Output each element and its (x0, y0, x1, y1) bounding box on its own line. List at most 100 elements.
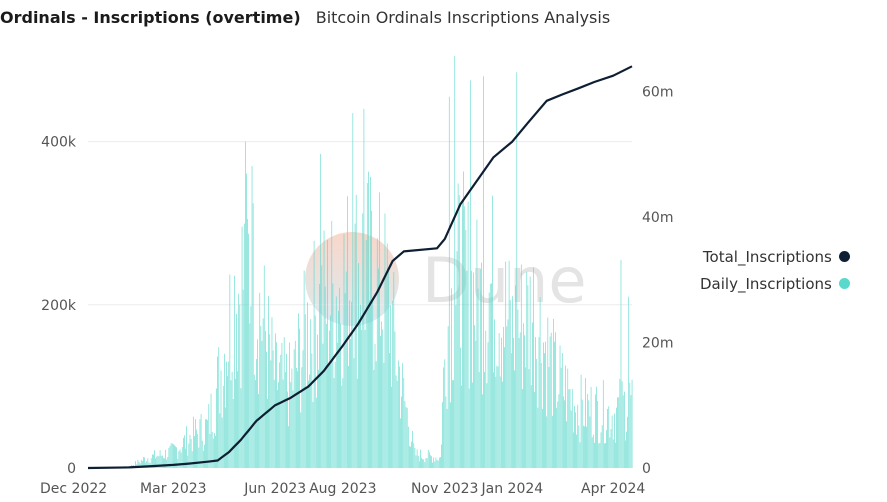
legend-label-daily: Daily_Inscriptions (700, 274, 832, 293)
daily-bar (308, 380, 309, 468)
daily-bar (277, 389, 278, 468)
daily-bar (337, 342, 338, 468)
daily-bar (617, 397, 618, 468)
daily-bar (411, 441, 412, 468)
chart-subtitle: Bitcoin Ordinals Inscriptions Analysis (315, 8, 611, 27)
y-right-axis: 0 20m 40m 60m (642, 84, 673, 477)
daily-bar (378, 268, 379, 468)
daily-bar (532, 322, 533, 468)
daily-bar (351, 301, 353, 468)
daily-bar (486, 383, 488, 468)
daily-bar (594, 442, 595, 468)
daily-bar (535, 337, 536, 468)
daily-bar (534, 392, 535, 468)
daily-bar (494, 319, 495, 468)
daily-bar (482, 394, 483, 468)
daily-bar (325, 323, 327, 468)
daily-bar (300, 412, 302, 468)
daily-bar (242, 289, 244, 468)
daily-bar (463, 171, 464, 468)
daily-bar (457, 183, 459, 468)
daily-bar (348, 366, 349, 468)
daily-bar (211, 431, 213, 468)
daily-bar (289, 342, 290, 468)
legend-item-total[interactable]: Total_Inscriptions (700, 243, 850, 270)
daily-bar (627, 416, 628, 468)
daily-bar (616, 407, 617, 468)
daily-bar (301, 367, 303, 468)
daily-bar (481, 262, 482, 468)
daily-bar (446, 408, 448, 468)
daily-bar (533, 267, 534, 468)
daily-bar (279, 362, 281, 468)
daily-bar (215, 435, 216, 468)
daily-bar (465, 229, 467, 468)
daily-bar (381, 321, 382, 468)
daily-bar (233, 275, 235, 468)
daily-bar (507, 319, 509, 468)
daily-bar (623, 391, 625, 468)
daily-bar (407, 426, 409, 468)
daily-bar (579, 442, 581, 468)
daily-bar (512, 296, 513, 468)
y-right-tick-label: 20m (642, 335, 673, 351)
daily-bar (249, 323, 251, 468)
daily-bar (555, 332, 556, 468)
daily-bar (274, 333, 276, 468)
daily-bar (488, 292, 490, 468)
daily-bar (478, 371, 480, 468)
daily-bar (352, 113, 354, 468)
daily-bar (288, 426, 289, 468)
daily-bar (171, 443, 173, 468)
daily-bar (349, 300, 350, 468)
daily-bar (321, 265, 323, 468)
daily-bar (526, 271, 528, 468)
daily-bar (540, 363, 542, 468)
daily-bar (474, 325, 476, 468)
daily-bar (174, 445, 175, 468)
daily-bar (536, 358, 538, 468)
daily-bar (600, 432, 602, 468)
daily-bar (403, 377, 405, 468)
daily-bar (571, 389, 573, 468)
daily-bar (268, 296, 269, 468)
daily-bar (339, 287, 340, 468)
daily-bar (393, 272, 395, 468)
daily-bar (154, 450, 155, 468)
x-tick-label: Jan 2024 (481, 481, 544, 497)
daily-bar (273, 379, 275, 468)
daily-bar (547, 317, 549, 468)
daily-bar (152, 454, 153, 468)
daily-bar (432, 462, 433, 468)
daily-bar (143, 457, 144, 468)
daily-bar (437, 460, 439, 468)
daily-bar (485, 330, 487, 468)
daily-bar (272, 350, 274, 468)
daily-bar (519, 332, 521, 468)
daily-bar (615, 442, 616, 468)
daily-bar (210, 393, 212, 468)
daily-bar (580, 374, 582, 468)
daily-bar (332, 283, 334, 468)
daily-bar (396, 380, 398, 468)
x-tick-label: Apr 2024 (581, 481, 645, 497)
x-tick-label: Dec 2022 (40, 481, 107, 497)
daily-bar (461, 385, 462, 468)
legend-item-daily[interactable]: Daily_Inscriptions (700, 270, 850, 297)
daily-bar (409, 445, 410, 468)
daily-bar (573, 432, 574, 468)
daily-bar (447, 326, 449, 468)
daily-bar (436, 459, 438, 468)
daily-bar (199, 419, 201, 468)
daily-bar (574, 406, 575, 468)
daily-bar (596, 386, 597, 468)
daily-bar (214, 433, 215, 468)
daily-bar (281, 342, 283, 468)
daily-bar (260, 326, 262, 468)
daily-bar (441, 444, 442, 468)
y-left-tick-label: 0 (67, 461, 76, 477)
daily-bar (523, 323, 524, 468)
daily-bar (283, 337, 285, 468)
daily-bar (206, 419, 207, 468)
daily-bar (286, 353, 287, 468)
